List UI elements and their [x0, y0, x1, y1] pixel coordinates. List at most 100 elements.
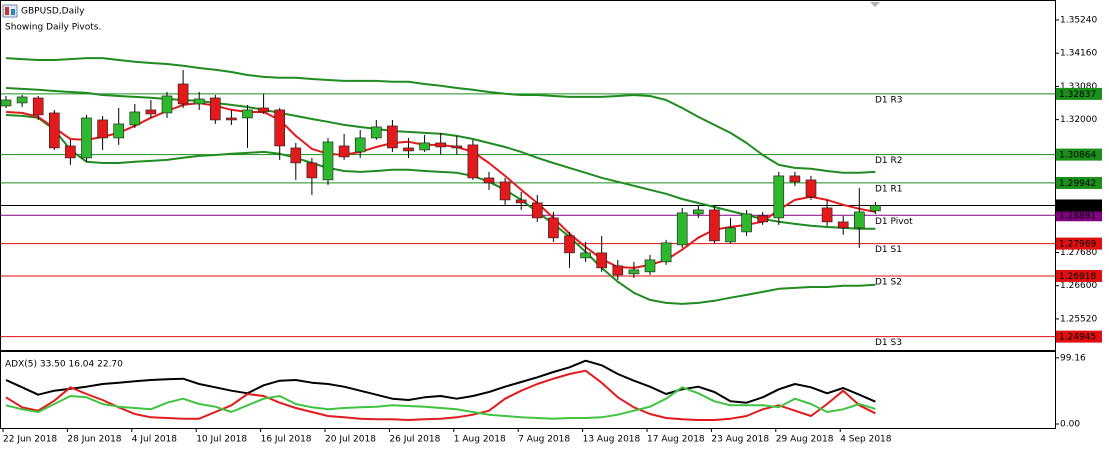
chart-note: Showing Daily Pivots. — [5, 23, 101, 33]
symbol-icon — [2, 4, 18, 18]
price-box — [1056, 330, 1102, 343]
y-tick-label: 0.00 — [1060, 420, 1080, 430]
candle-body — [16, 96, 28, 104]
x-tick-label: 20 Jul 2018 — [325, 435, 376, 445]
candle-body — [322, 141, 334, 181]
pivot-label: D1 S2 — [875, 277, 902, 287]
price-box-label: 1.29209 — [1059, 201, 1096, 211]
candle-body — [81, 117, 92, 159]
x-tick-label: 4 Sep 2018 — [840, 435, 892, 445]
x-tick-label: 29 Aug 2018 — [776, 435, 834, 445]
candle-body — [725, 227, 736, 243]
adx-panel-frame — [0, 351, 1056, 429]
candle-body — [596, 252, 608, 269]
x-tick-label: 10 Jul 2018 — [196, 435, 247, 445]
x-tick-label: 28 Jun 2018 — [67, 435, 121, 445]
x-tick-label: 7 Aug 2018 — [518, 435, 570, 445]
candle-body — [161, 95, 173, 114]
y-tick-label: 1.33080 — [1060, 82, 1097, 92]
pivot-label: D1 R3 — [875, 95, 903, 105]
y-tick-label: 1.27680 — [1060, 248, 1097, 258]
candle-body — [338, 145, 350, 158]
candle-body — [564, 235, 575, 254]
candle-body — [660, 242, 672, 263]
candle-body — [242, 109, 253, 119]
adx-line — [5, 386, 876, 420]
x-tick-label: 13 Aug 2018 — [583, 435, 641, 445]
price-box-label: 1.26918 — [1059, 272, 1096, 282]
price-box — [1056, 209, 1102, 222]
price-box-label: 1.24945 — [1059, 333, 1096, 343]
pivot-label: D1 R2 — [875, 156, 903, 166]
y-tick-label: 1.34160 — [1060, 49, 1097, 59]
candle-body — [741, 213, 752, 233]
candle-body — [499, 181, 511, 201]
candle-body — [580, 252, 591, 259]
x-tick-label: 23 Aug 2018 — [711, 435, 769, 445]
candle-body — [709, 209, 720, 242]
adx-line — [5, 359, 876, 404]
x-tick-label: 26 Jul 2018 — [389, 435, 440, 445]
candle-body — [837, 221, 849, 229]
shift-marker — [870, 2, 880, 7]
candle-body — [177, 83, 189, 105]
candle-body — [789, 175, 801, 183]
candle-body — [821, 207, 833, 223]
y-tick-label: 1.32000 — [1060, 115, 1097, 125]
candle-body — [48, 112, 60, 149]
candle-body — [531, 202, 543, 219]
adx-title: ADX(5) 33.50 16.04 22.70 — [5, 360, 123, 370]
candle-body — [676, 212, 688, 246]
candle-body — [193, 98, 205, 105]
price-box — [1056, 148, 1102, 161]
price-box-label: 1.29942 — [1059, 179, 1096, 189]
candle-body — [113, 123, 124, 139]
price-box — [1056, 176, 1102, 189]
pivot-label: D1 S3 — [875, 338, 902, 348]
candle-body — [387, 125, 398, 149]
price-box-label: 1.28891 — [1059, 211, 1096, 221]
indicator-line — [5, 57, 876, 174]
candle-body — [32, 97, 44, 116]
candle-body — [612, 265, 624, 276]
candle-body — [548, 217, 559, 239]
indicator-line — [5, 114, 876, 305]
icon-bar — [5, 7, 9, 15]
candle-body — [419, 142, 430, 151]
pivot-label: D1 Pivot — [875, 217, 913, 227]
candle-body — [451, 145, 463, 149]
x-tick-label: 4 Jul 2018 — [132, 435, 177, 445]
x-tick-label: 17 Aug 2018 — [647, 435, 705, 445]
candle-body — [483, 177, 495, 184]
candle-body — [145, 109, 157, 115]
pivot-label: D1 R1 — [875, 184, 903, 194]
x-tick-label: 16 Jul 2018 — [261, 435, 312, 445]
price-box-label: 1.27969 — [1059, 240, 1096, 250]
candle-body — [628, 269, 640, 275]
y-tick-label: 99.16 — [1060, 353, 1086, 363]
candle-body — [274, 109, 286, 147]
candle-body — [757, 215, 769, 223]
chart-symbol: GBPUSD,Daily — [21, 7, 85, 17]
candle-body — [403, 147, 414, 152]
y-tick-label: 1.35240 — [1060, 15, 1097, 25]
pivot-label: D1 S1 — [875, 245, 902, 255]
candle-body — [65, 145, 76, 159]
price-box — [1056, 269, 1102, 282]
candle-body — [0, 99, 12, 107]
candle-body — [435, 142, 447, 148]
price-box — [1056, 87, 1102, 100]
price-box — [1056, 237, 1102, 250]
candle-body — [644, 259, 656, 273]
candle-body — [258, 107, 269, 113]
candle-body — [290, 147, 302, 164]
candle-body — [370, 126, 382, 139]
price-box — [1056, 199, 1102, 212]
candle-body — [97, 119, 108, 139]
candle-body — [467, 144, 479, 179]
candle-body — [870, 205, 881, 212]
x-tick-label: 22 Jun 2018 — [3, 435, 57, 445]
candle-body — [354, 137, 366, 153]
